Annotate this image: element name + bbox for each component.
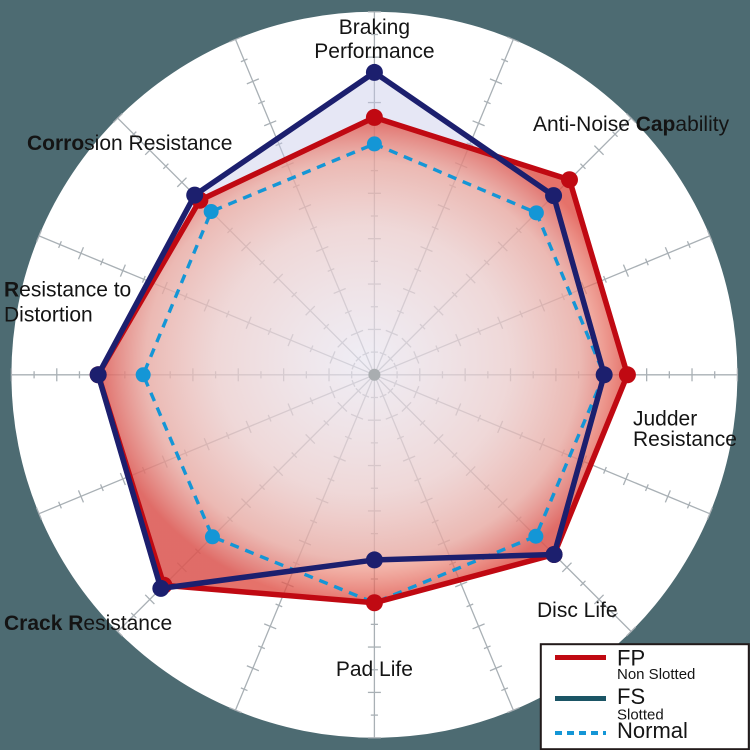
svg-text:Pad Life: Pad Life [336, 658, 413, 681]
svg-text:Normal: Normal [617, 718, 688, 743]
svg-text:Non Slotted: Non Slotted [617, 666, 695, 683]
svg-text:FS: FS [617, 684, 645, 709]
svg-text:Crack Resistance: Crack Resistance [4, 612, 172, 635]
svg-text:Corrosion Resistance: Corrosion Resistance [27, 132, 232, 155]
svg-text:Disc Life: Disc Life [537, 599, 618, 622]
svg-text:Anti-Noise Capability: Anti-Noise Capability [533, 113, 730, 136]
